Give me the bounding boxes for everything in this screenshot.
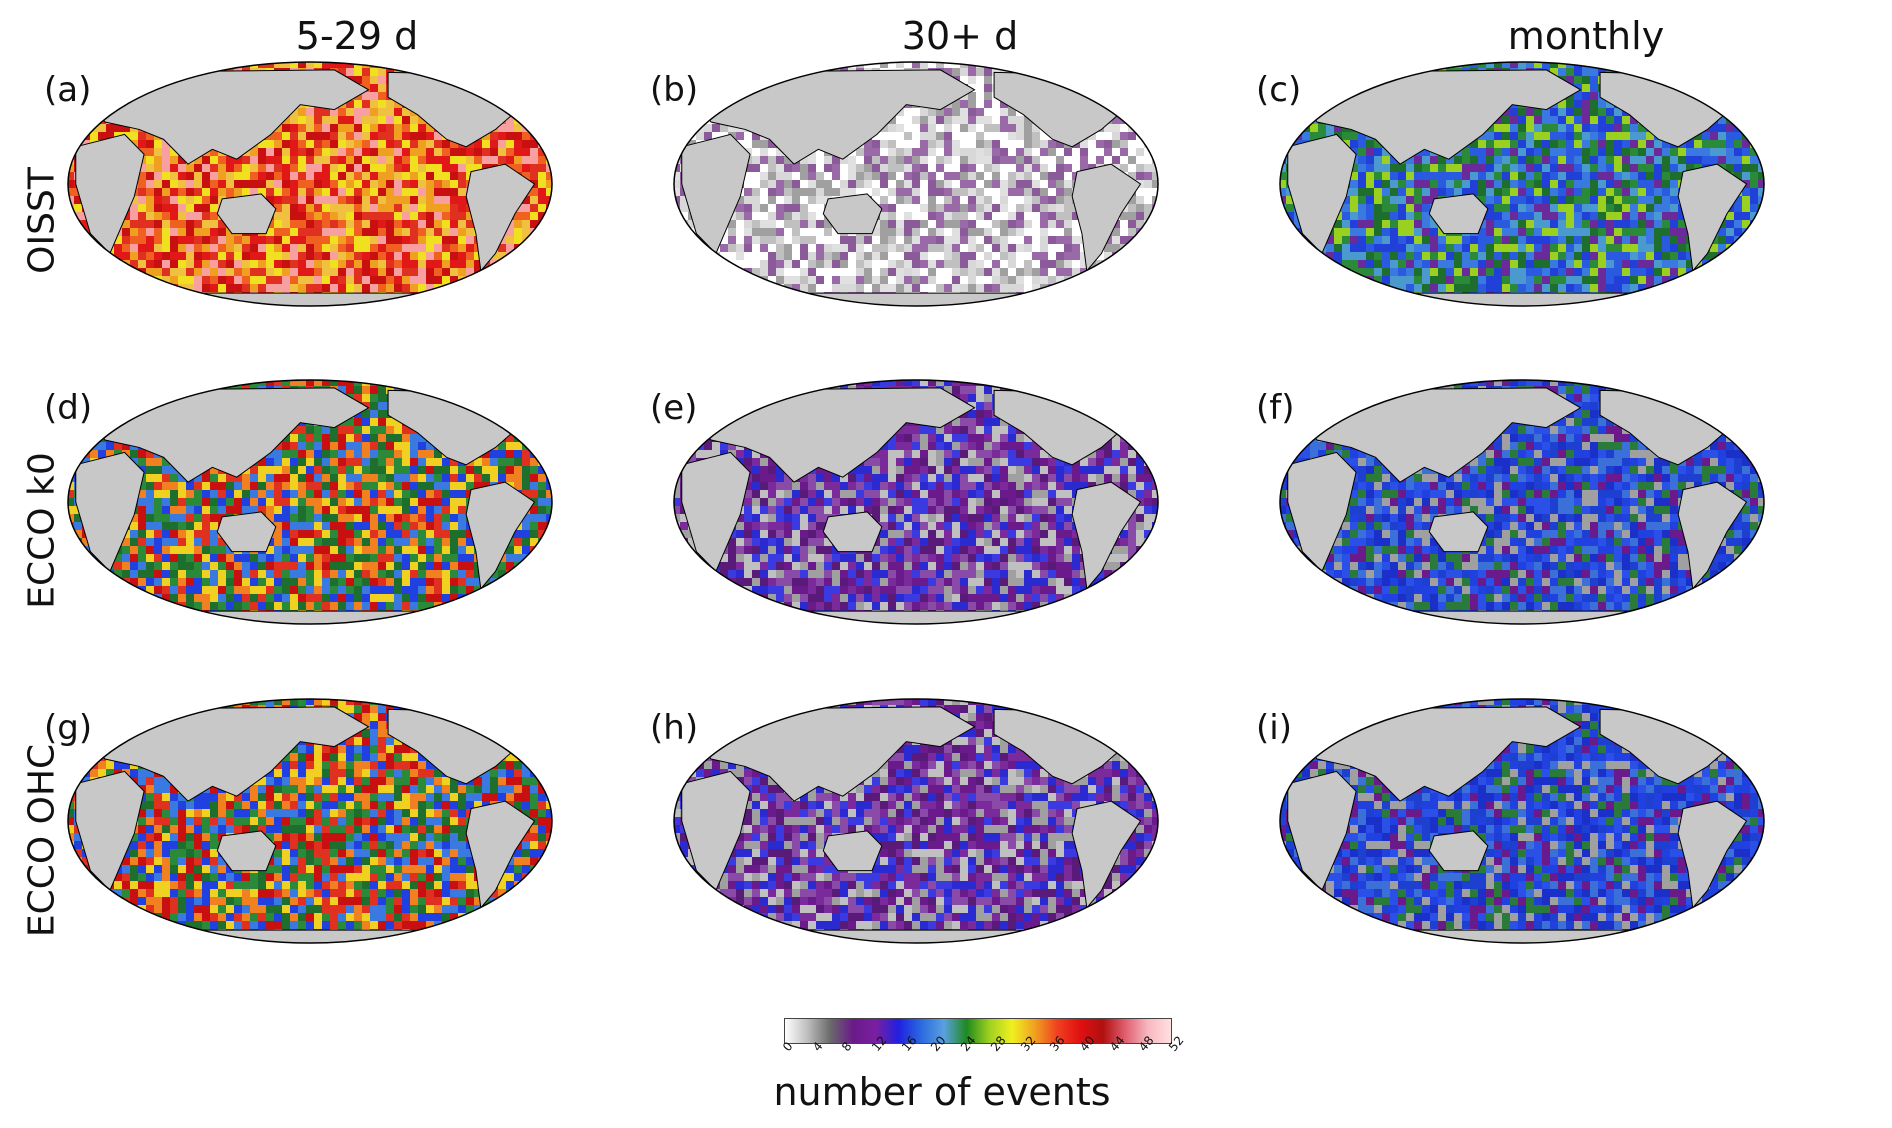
land-mass — [691, 706, 976, 802]
map-svg — [67, 61, 553, 307]
land-mass — [1428, 193, 1489, 235]
map-outline — [67, 61, 553, 307]
land-mass — [822, 511, 883, 553]
land-mass — [1287, 451, 1357, 573]
map-panel-g — [66, 697, 554, 945]
land-mass — [822, 193, 883, 235]
colorbar — [784, 1018, 1172, 1044]
map-panel-c — [1278, 60, 1766, 308]
land-mass — [465, 481, 536, 590]
panel-label-i: (i) — [1256, 708, 1292, 748]
panel-label-h: (h) — [650, 708, 699, 748]
panel-label-b: (b) — [650, 70, 699, 110]
map-svg — [1279, 379, 1765, 625]
land-mass — [1297, 69, 1582, 165]
panel-label-a: (a) — [44, 70, 92, 110]
row-title-1: OISST — [21, 167, 63, 274]
map-outline — [673, 61, 1159, 307]
land-mass — [1677, 481, 1748, 590]
map-svg — [1279, 698, 1765, 944]
map-outline — [67, 379, 553, 625]
map-panel-f — [1278, 378, 1766, 626]
map-svg — [673, 698, 1159, 944]
map-panel-e — [672, 378, 1160, 626]
map-panel-h — [672, 697, 1160, 945]
map-panel-i — [1278, 697, 1766, 945]
land-mass — [1677, 163, 1748, 272]
land-mass — [85, 69, 370, 165]
land-mass — [1297, 387, 1582, 483]
land-mass — [1297, 706, 1582, 802]
land-mass — [822, 830, 883, 872]
colorbar-title-text: number of events — [773, 1070, 1111, 1114]
map-svg — [67, 379, 553, 625]
land-mass — [681, 133, 751, 255]
map-outline — [67, 698, 553, 944]
land-mass — [1428, 830, 1489, 872]
map-outline — [1279, 698, 1765, 944]
land-mass — [85, 387, 370, 483]
land-mass — [465, 800, 536, 909]
land-mass — [216, 511, 277, 553]
map-svg — [67, 698, 553, 944]
land-mass — [75, 770, 145, 892]
land-mass — [75, 133, 145, 255]
land-mass — [1287, 133, 1357, 255]
land-mass — [681, 451, 751, 573]
land-mass — [85, 706, 370, 802]
map-svg — [673, 379, 1159, 625]
map-panel-d — [66, 378, 554, 626]
map-svg — [673, 61, 1159, 307]
land-mass — [1071, 163, 1142, 272]
panel-label-d: (d) — [44, 388, 93, 428]
land-mass — [465, 163, 536, 272]
panel-label-e: (e) — [650, 388, 698, 428]
land-mass — [1287, 770, 1357, 892]
map-outline — [1279, 61, 1765, 307]
map-outline — [1279, 379, 1765, 625]
land-mass — [1071, 481, 1142, 590]
map-outline — [673, 698, 1159, 944]
land-mass — [1677, 800, 1748, 909]
panel-label-g: (g) — [44, 708, 93, 748]
land-mass — [691, 387, 976, 483]
colorbar-title: number of events — [0, 1070, 1892, 1114]
land-mass — [75, 451, 145, 573]
column-title-2: 30+ d — [901, 14, 1019, 58]
land-mass — [681, 770, 751, 892]
panel-label-c: (c) — [1256, 70, 1302, 110]
land-mass — [1071, 800, 1142, 909]
column-title-1: 5-29 d — [295, 14, 419, 58]
column-title-3: monthly — [1507, 14, 1665, 58]
panel-label-f: (f) — [1256, 388, 1295, 428]
map-panel-a — [66, 60, 554, 308]
land-mass — [691, 69, 976, 165]
land-mass — [216, 830, 277, 872]
map-panel-b — [672, 60, 1160, 308]
map-svg — [1279, 61, 1765, 307]
land-mass — [1428, 511, 1489, 553]
land-mass — [216, 193, 277, 235]
map-outline — [673, 379, 1159, 625]
